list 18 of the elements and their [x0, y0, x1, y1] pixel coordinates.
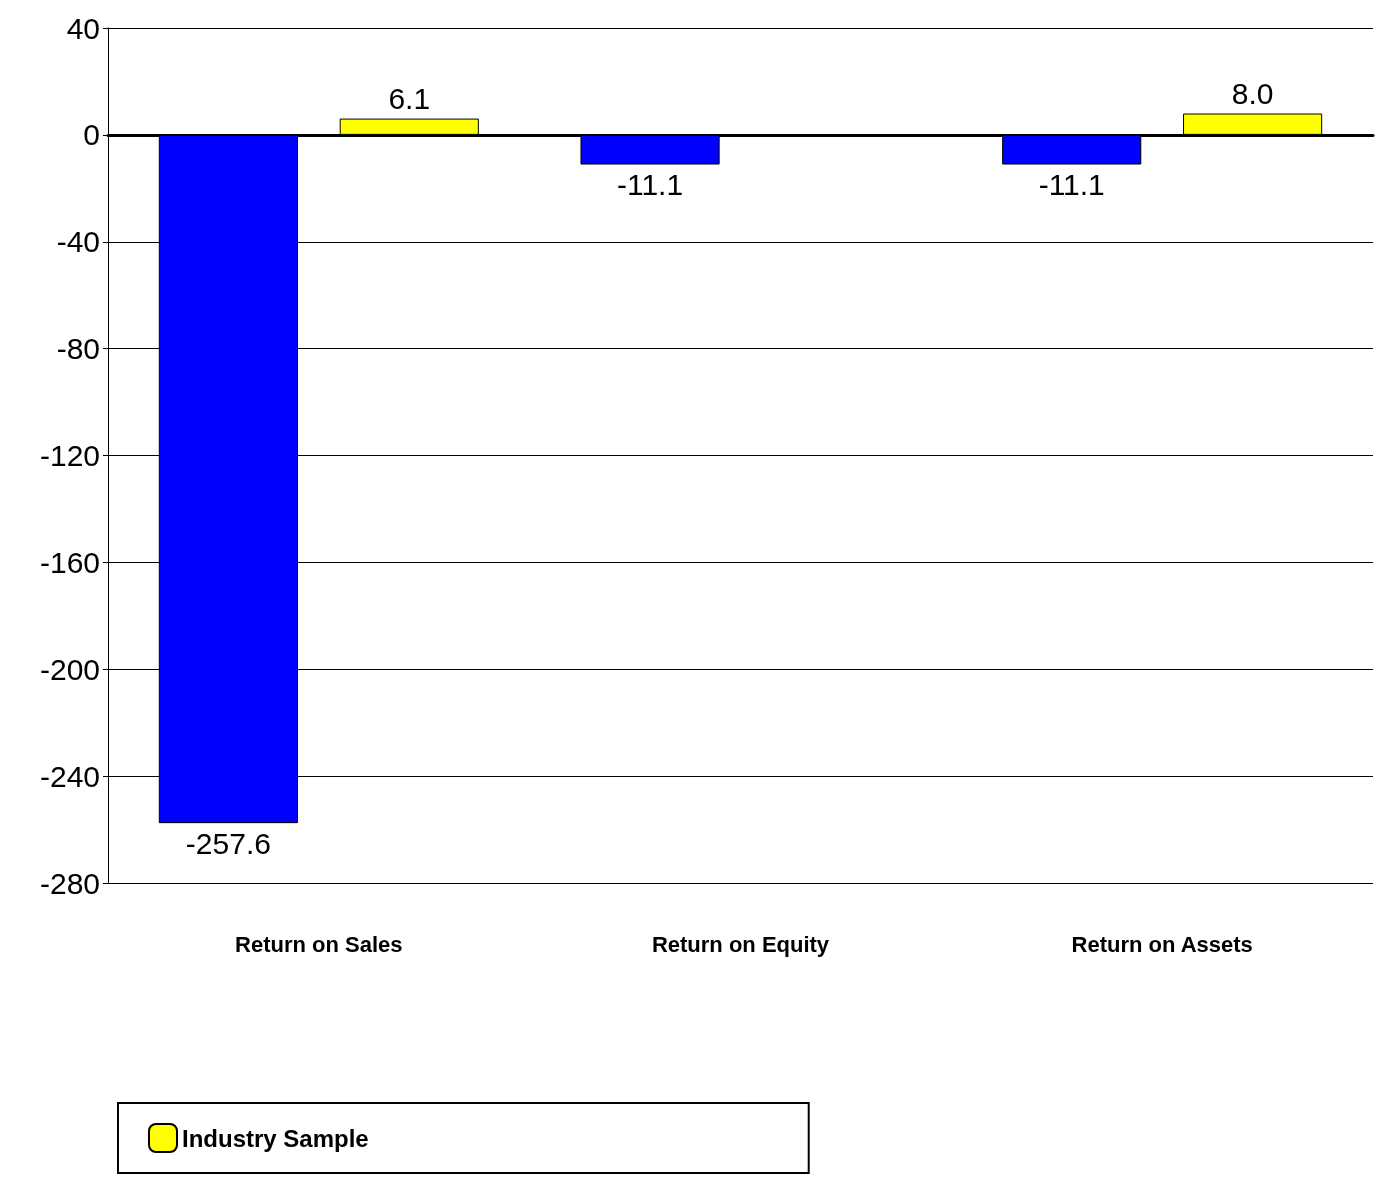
data-label: -11.1 — [616, 168, 684, 202]
y-tick-label: -160 — [39, 545, 100, 579]
x-tick-label: Return on Assets — [1071, 931, 1253, 957]
y-tick-label: -80 — [56, 332, 100, 366]
y-tick-label: 40 — [66, 11, 100, 45]
y-tick-label: 0 — [83, 118, 100, 152]
data-label: 6.1 — [388, 82, 431, 116]
data-label: -11.1 — [1038, 168, 1105, 202]
y-tick-label: -200 — [39, 652, 100, 686]
y-tick-label: -240 — [39, 759, 100, 793]
x-tick-label: Return on Sales — [235, 931, 403, 957]
y-tick-label: -40 — [56, 225, 100, 259]
data-label: 8.0 — [1231, 77, 1274, 110]
y-tick-label: -280 — [39, 866, 100, 900]
y-tick-label: -120 — [39, 439, 100, 472]
legend-label: Industry Sample — [182, 1124, 369, 1152]
x-tick-label: Return on Equity — [651, 931, 830, 957]
data-label: -257.6 — [185, 826, 271, 860]
